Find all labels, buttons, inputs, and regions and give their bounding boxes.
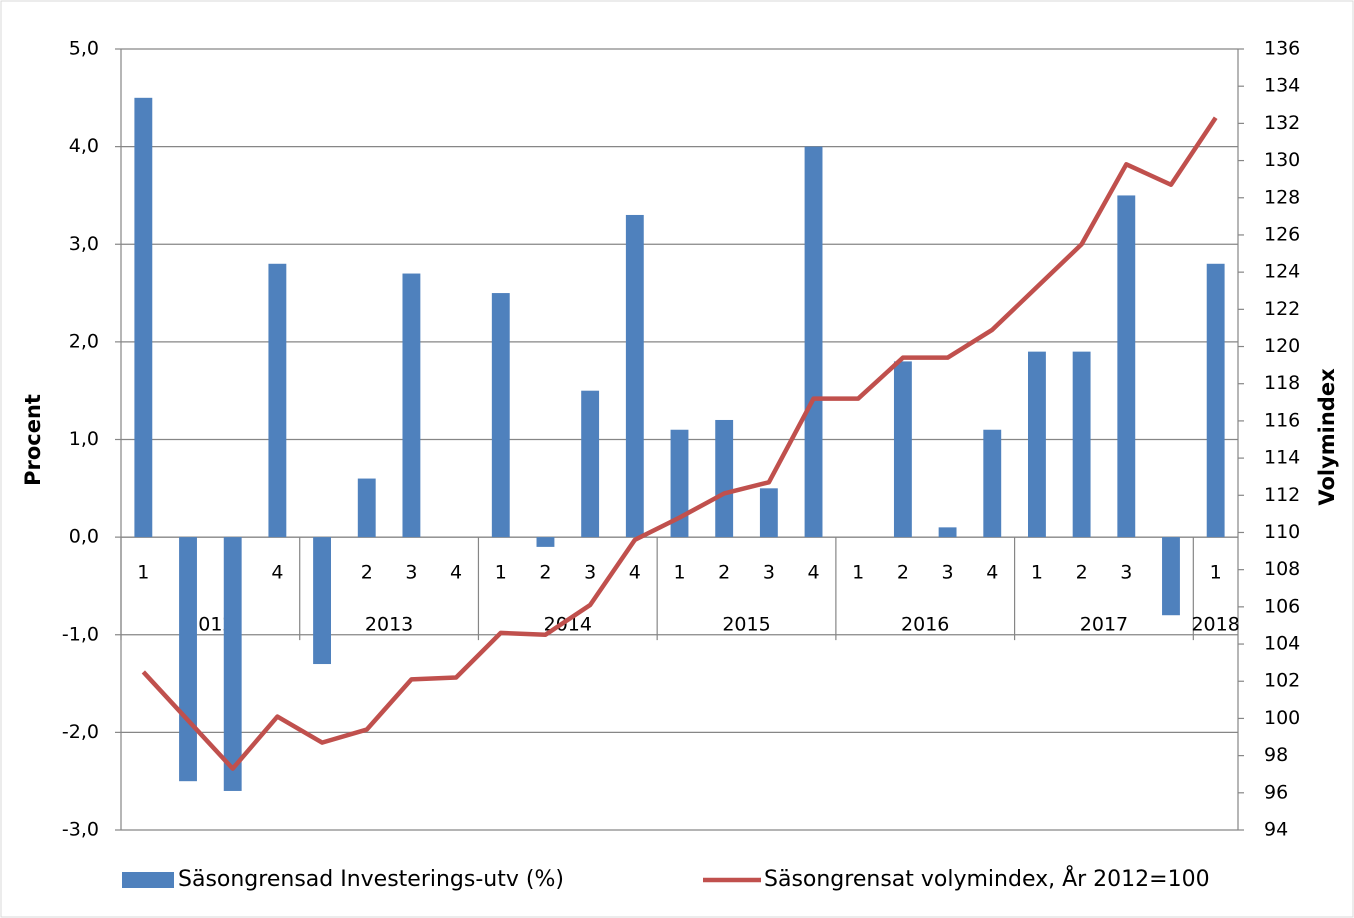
x-tick-label: 1 bbox=[1031, 562, 1043, 584]
bar bbox=[893, 361, 912, 538]
y2-tick-label: 106 bbox=[1264, 595, 1300, 617]
y-tick-label: 3,0 bbox=[69, 233, 99, 255]
y2-tick-label: 132 bbox=[1264, 112, 1300, 134]
y2-tick-label: 130 bbox=[1264, 149, 1300, 171]
bar bbox=[313, 537, 331, 665]
legend-swatch bbox=[122, 872, 174, 888]
y2-tick-label: 128 bbox=[1264, 186, 1300, 208]
x-tick-label: 3 bbox=[405, 562, 417, 584]
bar bbox=[268, 263, 287, 538]
bar bbox=[1162, 537, 1180, 616]
x-tick-label: 2 bbox=[361, 562, 373, 584]
x-group-label: 2012 bbox=[186, 614, 234, 636]
x-group-label: 2016 bbox=[901, 614, 949, 636]
y2-tick-label: 108 bbox=[1264, 558, 1300, 580]
legend-label: Säsongrensat volymindex, År 2012=100 bbox=[764, 865, 1210, 892]
y2-tick-label: 100 bbox=[1264, 707, 1300, 729]
x-tick-label: 3 bbox=[942, 562, 954, 584]
y2-tick-label: 110 bbox=[1264, 521, 1300, 543]
legend-label: Säsongrensad Investerings-utv (%) bbox=[178, 867, 564, 892]
x-tick-label: 4 bbox=[450, 562, 462, 584]
y2-tick-label: 96 bbox=[1264, 781, 1288, 803]
x-tick-label: 1 bbox=[495, 562, 507, 584]
bar bbox=[179, 537, 197, 782]
bar bbox=[759, 488, 778, 538]
y2-tick-label: 124 bbox=[1264, 261, 1300, 283]
x-group-label: 2015 bbox=[722, 614, 770, 636]
x-tick-label: 1 bbox=[137, 562, 149, 584]
bar bbox=[536, 537, 555, 547]
y2-tick-label: 116 bbox=[1264, 409, 1300, 431]
bar bbox=[625, 214, 644, 538]
bar bbox=[804, 146, 823, 538]
bar bbox=[402, 273, 421, 538]
x-tick-label: 2 bbox=[897, 562, 909, 584]
y-tick-label: 0,0 bbox=[69, 526, 99, 548]
y2-tick-label: 102 bbox=[1264, 670, 1300, 692]
y-tick-label: 5,0 bbox=[69, 38, 99, 60]
x-tick-label: 3 bbox=[1120, 562, 1132, 584]
x-tick-label: 1 bbox=[673, 562, 685, 584]
x-tick-label: 1 bbox=[852, 562, 864, 584]
x-group-label: 2017 bbox=[1080, 614, 1128, 636]
y2-tick-label: 112 bbox=[1264, 484, 1300, 506]
y2-tick-label: 104 bbox=[1264, 633, 1300, 655]
y-tick-label: 1,0 bbox=[69, 428, 99, 450]
y-tick-label: 2,0 bbox=[69, 330, 99, 352]
y2-axis-title: Volymindex bbox=[1315, 368, 1339, 506]
bar bbox=[938, 527, 957, 538]
y-axis-title: Procent bbox=[21, 394, 45, 486]
x-tick-label: 3 bbox=[763, 562, 775, 584]
x-tick-label: 4 bbox=[986, 562, 998, 584]
bar bbox=[715, 419, 734, 538]
bar bbox=[134, 97, 153, 538]
x-tick-label: 4 bbox=[629, 562, 641, 584]
y2-tick-label: 134 bbox=[1264, 75, 1300, 97]
y2-tick-label: 118 bbox=[1264, 372, 1300, 394]
y2-tick-label: 98 bbox=[1264, 744, 1288, 766]
bar bbox=[357, 478, 376, 538]
bar bbox=[1028, 351, 1046, 538]
y-tick-label: 4,0 bbox=[69, 135, 99, 157]
y2-tick-label: 122 bbox=[1264, 298, 1300, 320]
x-group-label: 2018 bbox=[1191, 614, 1239, 636]
bar bbox=[491, 293, 510, 538]
y2-tick-label: 136 bbox=[1264, 38, 1300, 60]
x-tick-label: 4 bbox=[807, 562, 819, 584]
bar bbox=[1072, 351, 1091, 538]
x-group-label: 2013 bbox=[365, 614, 413, 636]
x-tick-label: 1 bbox=[1210, 562, 1222, 584]
y2-tick-label: 114 bbox=[1264, 447, 1300, 469]
x-tick-label: 2 bbox=[1076, 562, 1088, 584]
x-tick-label: 4 bbox=[271, 562, 283, 584]
bar bbox=[983, 429, 1002, 538]
line bbox=[141, 116, 1218, 771]
bar bbox=[1206, 263, 1225, 538]
x-tick-label: 2 bbox=[718, 562, 730, 584]
y-tick-label: -1,0 bbox=[62, 623, 99, 645]
y2-tick-label: 94 bbox=[1264, 819, 1288, 841]
bar bbox=[1117, 195, 1136, 538]
bar bbox=[581, 390, 600, 538]
y2-tick-label: 120 bbox=[1264, 335, 1300, 357]
x-tick-label: 2 bbox=[539, 562, 551, 584]
x-tick-label: 3 bbox=[584, 562, 596, 584]
y2-tick-label: 126 bbox=[1264, 223, 1300, 245]
bar bbox=[223, 537, 242, 791]
y-tick-label: -3,0 bbox=[62, 819, 99, 841]
y-tick-label: -2,0 bbox=[62, 721, 99, 743]
bar bbox=[670, 429, 689, 538]
